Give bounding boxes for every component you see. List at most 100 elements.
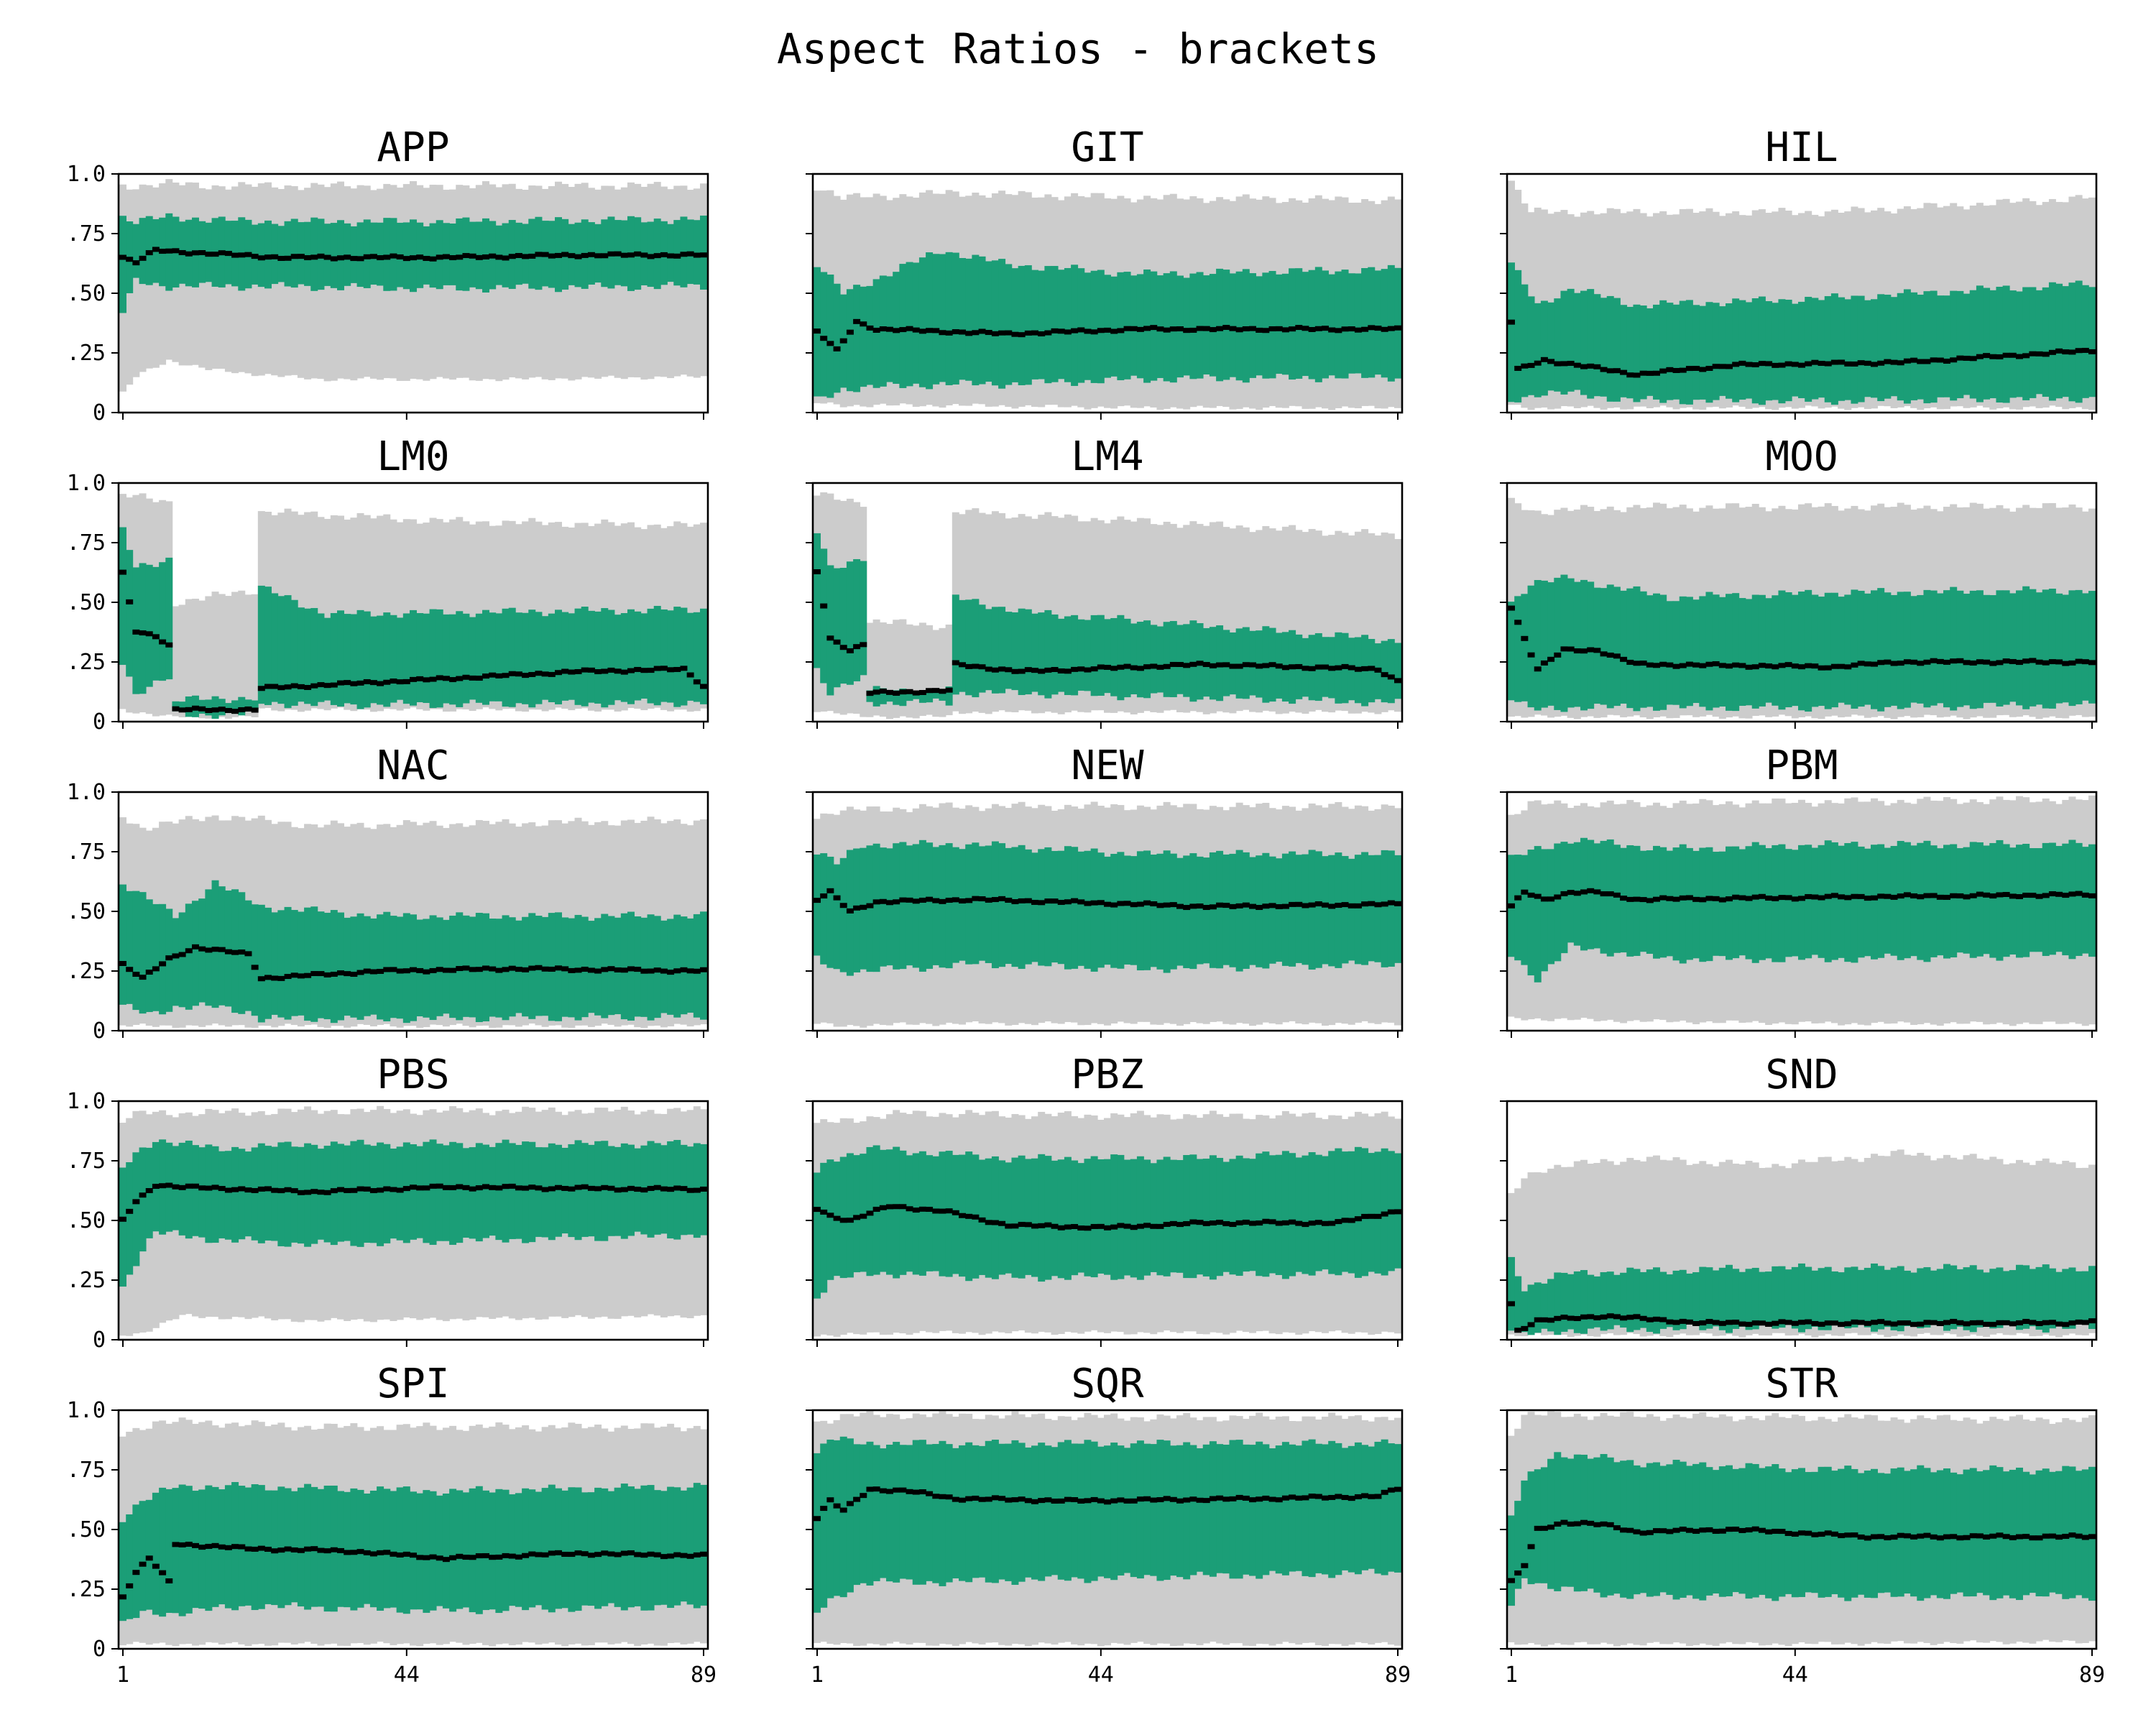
median-mark (1930, 893, 1938, 898)
median-mark (211, 1184, 219, 1190)
inner-band-bar (2022, 287, 2030, 400)
inner-band-bar (1844, 299, 1852, 400)
inner-band-bar (2081, 285, 2089, 398)
inner-band-bar (1361, 1148, 1369, 1276)
median-mark (152, 966, 160, 972)
inner-band-bar (330, 1141, 338, 1246)
inner-band-bar (2029, 1474, 2037, 1593)
inner-band-bar (442, 614, 450, 704)
median-mark (522, 1185, 530, 1191)
inner-band-bar (1374, 855, 1382, 962)
inner-band-bar (2088, 1466, 2096, 1601)
inner-band-bar (1235, 1155, 1243, 1276)
inner-band-bar (1712, 303, 1720, 400)
y-tick-label: 1.0 (67, 471, 106, 496)
inner-band-bar (1005, 847, 1013, 965)
inner-band-bar (344, 1491, 351, 1608)
inner-band-bar (647, 608, 655, 704)
median-mark (932, 898, 940, 903)
median-mark (1917, 661, 1925, 666)
median-mark (1620, 1315, 1628, 1321)
y-tick-label: .25 (67, 650, 106, 675)
inner-band-bar (502, 1139, 510, 1243)
inner-band-bar (1798, 1263, 1805, 1333)
median-mark (251, 254, 259, 259)
median-mark (1289, 664, 1296, 670)
outer-band-bar (1527, 1172, 1535, 1334)
median-mark (126, 1583, 134, 1588)
median-mark (1268, 1219, 1276, 1225)
outer-band-bar (251, 594, 259, 717)
outer-band-bar (2035, 1161, 2043, 1336)
median-mark (350, 681, 358, 686)
median-mark (686, 672, 694, 678)
median-mark (1268, 903, 1276, 908)
median-mark (402, 1551, 410, 1557)
median-mark (1718, 663, 1726, 668)
inner-band-bar (991, 841, 999, 969)
outer-band-bar (1963, 1155, 1971, 1336)
inner-band-bar (1044, 847, 1052, 967)
inner-band-bar (1718, 597, 1726, 707)
outer-band-bar (1249, 532, 1256, 712)
inner-band-bar (1587, 581, 1595, 709)
median-mark (561, 1185, 569, 1191)
median-mark (926, 1491, 934, 1496)
median-mark (2009, 893, 2017, 899)
y-tick-label: .75 (67, 1458, 106, 1483)
inner-band-bar (508, 607, 516, 707)
median-mark (475, 254, 483, 260)
median-mark (337, 1547, 344, 1553)
panel-title: PBS (377, 1052, 449, 1098)
outer-band-bar (1620, 1162, 1628, 1335)
inner-band-bar (826, 565, 834, 696)
inner-band-bar (1672, 1270, 1680, 1330)
inner-band-bar (1983, 1272, 1991, 1325)
median-mark (1341, 326, 1349, 332)
inner-band-bar (390, 916, 397, 1018)
median-mark (647, 968, 655, 974)
inner-band-bar (1653, 1267, 1660, 1334)
median-mark (1196, 661, 1204, 666)
inner-band-bar (1930, 1270, 1938, 1324)
median-mark (495, 1554, 503, 1560)
median-mark (972, 663, 980, 669)
outer-band-bar (1639, 1161, 1647, 1337)
inner-band-bar (1281, 1442, 1289, 1576)
inner-band-bar (1123, 855, 1131, 965)
inner-band-bar (1864, 1470, 1871, 1598)
inner-band-bar (2022, 586, 2030, 709)
inner-band-bar (601, 914, 609, 1018)
median-mark (2055, 1535, 2063, 1540)
outer-band-bar (1580, 1159, 1588, 1335)
median-mark (627, 668, 635, 673)
median-mark (1018, 1496, 1026, 1502)
inner-band-bar (1950, 1265, 1958, 1330)
inner-band-bar (1011, 1440, 1019, 1585)
median-mark (192, 1183, 199, 1189)
median-mark (601, 967, 609, 972)
y-tick-label: .50 (67, 899, 106, 924)
inner-band-bar (205, 1144, 213, 1243)
inner-band-bar (1176, 1445, 1184, 1578)
inner-band-bar (1732, 1269, 1740, 1329)
inner-band-bar (985, 261, 992, 382)
median-mark (548, 966, 556, 972)
inner-band-bar (1169, 1159, 1177, 1273)
median-mark (224, 251, 232, 257)
median-mark (356, 1186, 364, 1192)
median-mark (1394, 325, 1401, 331)
outer-band-bar (1765, 1167, 1773, 1336)
inner-band-bar (1104, 1159, 1111, 1275)
median-mark (449, 1555, 457, 1560)
inner-band-bar (647, 914, 655, 1021)
median-mark (1943, 1534, 1950, 1540)
median-mark (1573, 648, 1581, 654)
inner-band-bar (1633, 586, 1641, 712)
inner-band-bar (2042, 589, 2050, 709)
median-mark (1838, 359, 1846, 365)
inner-band-bar (1910, 596, 1918, 703)
median-mark (396, 254, 404, 259)
inner-band-bar (866, 1441, 874, 1586)
